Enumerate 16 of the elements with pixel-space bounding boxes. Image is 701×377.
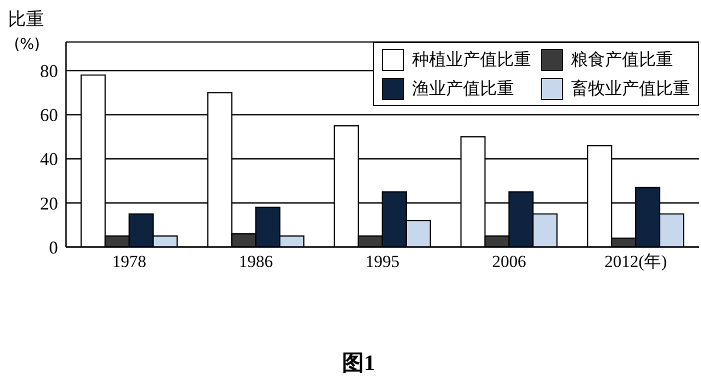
- x-tick-label: 2006: [492, 252, 526, 272]
- y-tick-label: 20: [40, 193, 58, 214]
- x-tick-label: 1986: [238, 252, 273, 272]
- x-tick-label: 2012(年): [604, 252, 667, 272]
- y-tick-label: 0: [49, 237, 58, 258]
- x-tick-label: 1995: [366, 252, 400, 272]
- legend-label: 渔业产值比重: [412, 78, 514, 100]
- y-tick-label: 60: [40, 105, 58, 126]
- x-tick-label: 1978: [112, 252, 146, 272]
- y-tick-label: 40: [40, 149, 58, 170]
- y-tick-label: 80: [40, 61, 58, 82]
- text: 图1: [341, 349, 376, 377]
- legend-label: 畜牧业产值比重: [571, 78, 690, 100]
- y-axis-title: 比重 (%): [8, 8, 44, 55]
- legend-label: 粮食产值比重: [571, 49, 673, 71]
- legend-label: 种植业产值比重: [412, 49, 531, 71]
